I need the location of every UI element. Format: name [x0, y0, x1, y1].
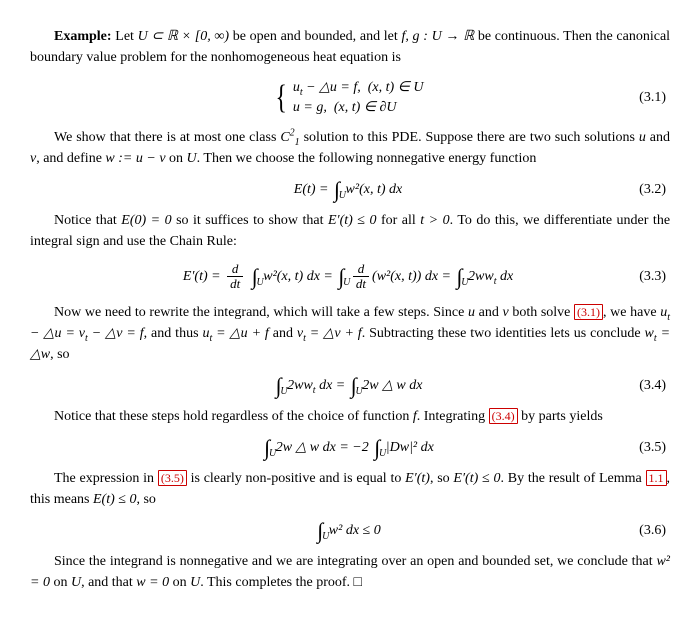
- paragraph-conclusion: Since the integrand is nonnegative and w…: [30, 551, 670, 593]
- text: We show that there is at most one class: [54, 130, 280, 145]
- eq-part: (w²(x, t)) dx =: [372, 269, 454, 284]
- ref-link-3-4[interactable]: (3.4): [489, 408, 518, 424]
- equation-3-1: { ut − △u = f, (x, t) ∈ U u = g, (x, t) …: [30, 78, 670, 117]
- text: , so: [50, 347, 69, 362]
- equation-number: (3.1): [639, 90, 666, 105]
- math-inline: E′(t) ≤ 0: [328, 213, 377, 228]
- text: and: [646, 130, 670, 145]
- text: , so: [430, 471, 453, 486]
- equation-3-4: ∫ 2wwt dx = ∫ 2w △ w dx (3.4): [30, 375, 670, 396]
- text: and: [269, 326, 297, 341]
- text: on: [50, 575, 71, 590]
- math-inline: ut = △u + f: [202, 326, 268, 341]
- text: Let: [115, 29, 137, 44]
- math-inline: w := u − v: [105, 151, 165, 166]
- math-inline: U ⊂ ℝ × [0, ∞): [138, 29, 229, 44]
- eq-lhs: 2w △ w dx = −2: [272, 440, 372, 455]
- eq-rhs: 2wwt dx: [465, 269, 514, 284]
- text: Notice that: [54, 213, 121, 228]
- text: so it suffices to show that: [172, 213, 328, 228]
- text: , and define: [36, 151, 105, 166]
- text: . Integrating: [417, 409, 489, 424]
- text: , and that: [81, 575, 136, 590]
- math-inline: C21: [280, 130, 299, 145]
- math-inline: U: [71, 575, 81, 590]
- example-label: Example:: [54, 29, 112, 44]
- math-inline: E(0) = 0: [121, 213, 171, 228]
- text: solution to this PDE. Suppose there are …: [300, 130, 639, 145]
- math-inline: u: [468, 305, 475, 320]
- text: , and thus: [144, 326, 203, 341]
- math-inline: u: [639, 130, 646, 145]
- text: Now we need to rewrite the integrand, wh…: [54, 305, 468, 320]
- equation-3-2: E(t) = ∫ w²(x, t) dx (3.2): [30, 179, 670, 200]
- math-inline: E′(t): [405, 471, 430, 486]
- eq-rhs: 2w △ w dx: [359, 378, 423, 393]
- eq-line: ut − △u = f, (x, t) ∈ U: [293, 78, 424, 98]
- math-inline: U: [187, 151, 197, 166]
- text: , we have: [603, 305, 660, 320]
- eq-part: w²(x, t) dx =: [260, 269, 337, 284]
- text: on: [166, 151, 187, 166]
- paragraph: We show that there is at most one class …: [30, 127, 670, 169]
- equation-number: (3.6): [639, 523, 666, 538]
- math-inline: U: [190, 575, 200, 590]
- text: is clearly non-positive and is equal to: [187, 471, 405, 486]
- math-inline: f, g : U → ℝ: [401, 29, 474, 44]
- text: , so: [136, 492, 155, 507]
- eq-lhs: 2wwt dx =: [284, 378, 349, 393]
- math-inline: t > 0: [420, 213, 449, 228]
- qed-text: . This completes the proof. □: [200, 575, 362, 590]
- equation-3-3: E′(t) = ddt ∫ w²(x, t) dx = ∫ ddt(w²(x, …: [30, 262, 670, 292]
- eq-rhs: |Dw|² dx: [382, 440, 434, 455]
- text: be open and bounded, and let: [229, 29, 401, 44]
- paragraph: Now we need to rewrite the integrand, wh…: [30, 302, 670, 365]
- text: both solve: [509, 305, 574, 320]
- paragraph: Notice that these steps hold regardless …: [30, 406, 670, 427]
- equation-number: (3.2): [639, 182, 666, 197]
- text: . Subtracting these two identities lets …: [362, 326, 645, 341]
- math-inline: E′(t) ≤ 0: [453, 471, 500, 486]
- ref-link-lemma-1-1[interactable]: 1.1: [646, 470, 667, 486]
- paragraph: Notice that E(0) = 0 so it suffices to s…: [30, 210, 670, 252]
- eq-line: u = g, (x, t) ∈ ∂U: [293, 98, 424, 118]
- text: . Then we choose the following nonnegati…: [197, 151, 537, 166]
- eq-lhs: E(t) =: [294, 182, 332, 197]
- equation-number: (3.4): [639, 378, 666, 393]
- ref-link-3-5[interactable]: (3.5): [158, 470, 187, 486]
- equation-3-5: ∫ 2w △ w dx = −2 ∫ |Dw|² dx (3.5): [30, 437, 670, 458]
- paragraph-example: Example: Let U ⊂ ℝ × [0, ∞) be open and …: [30, 26, 670, 68]
- text: by parts yields: [518, 409, 603, 424]
- math-inline: w = 0: [136, 575, 169, 590]
- eq-body: w² dx ≤ 0: [325, 523, 380, 538]
- text: for all: [376, 213, 420, 228]
- paragraph: The expression in (3.5) is clearly non-p…: [30, 468, 670, 510]
- text: on: [169, 575, 190, 590]
- math-inline: vt = △v + f: [297, 326, 362, 341]
- text: . By the result of Lemma: [500, 471, 645, 486]
- text: Notice that these steps hold regardless …: [54, 409, 413, 424]
- equation-number: (3.3): [639, 269, 666, 284]
- eq-lhs: E′(t) =: [183, 269, 224, 284]
- equation-number: (3.5): [639, 440, 666, 455]
- equation-3-6: ∫ w² dx ≤ 0 (3.6): [30, 520, 670, 541]
- math-inline: E(t) ≤ 0: [93, 492, 136, 507]
- text: and: [475, 305, 502, 320]
- ref-link-3-1[interactable]: (3.1): [574, 304, 603, 320]
- text: The expression in: [54, 471, 158, 486]
- eq-rhs: w²(x, t) dx: [342, 182, 402, 197]
- text: Since the integrand is nonnegative and w…: [54, 554, 656, 569]
